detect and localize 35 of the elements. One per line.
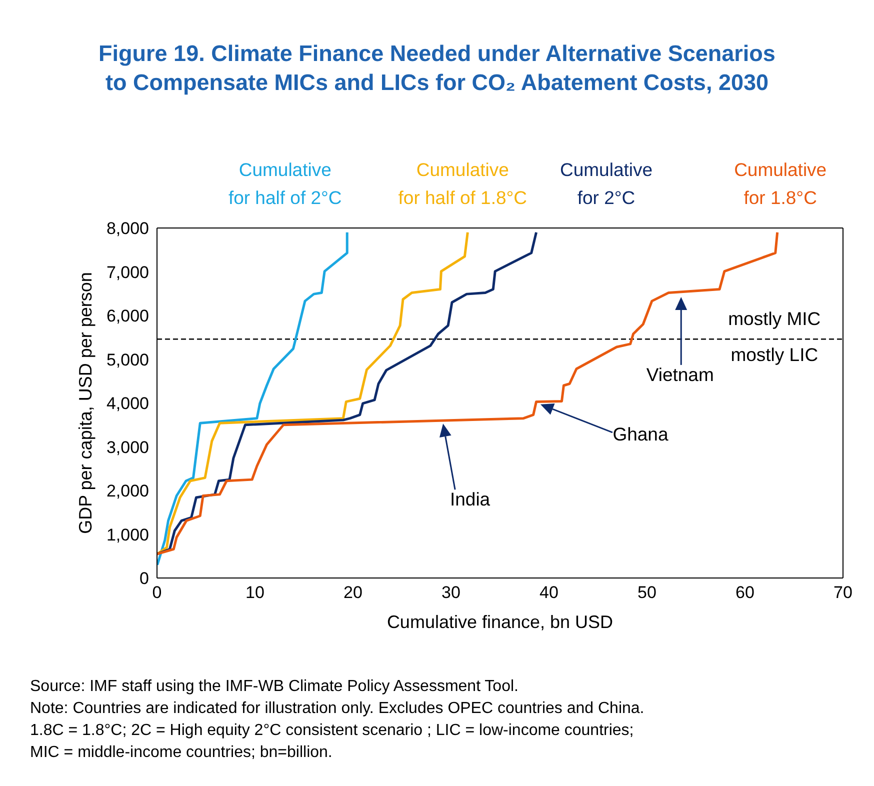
y-tick-label: 6,000 — [106, 306, 149, 326]
chart-title: Figure 19. Climate Finance Needed under Alternative Scenarios to Compensate MICs and LICs for CO₂ Abatement Costs, 2030 — [98, 40, 776, 97]
series-label: Cumulative for half of 2°C — [228, 159, 342, 208]
x-tick-label: 10 — [246, 583, 264, 602]
series-label: Cumulative for 2°C — [560, 159, 653, 208]
y-tick-label: 1,000 — [106, 525, 149, 544]
annotation: Vietnam — [646, 364, 714, 385]
text: Cumulative for 1.8°C — [734, 159, 827, 208]
text: Cumulative for half of 1.8°C — [398, 159, 528, 208]
y-tick-label: 4,000 — [106, 394, 149, 414]
annotation: Ghana — [612, 423, 669, 444]
x-tick-label: 20 — [344, 583, 362, 602]
line-series — [157, 231, 348, 566]
x-tick-label: 60 — [736, 583, 754, 602]
annotation: mostly MIC — [728, 308, 821, 330]
y-tick-label: 0 — [140, 569, 149, 588]
annotation: mostly LIC — [730, 344, 818, 366]
annotation: India — [450, 488, 491, 510]
y-tick-label: 5,000 — [106, 350, 149, 370]
text: MIC = middle-income countries; bn=billion. — [30, 743, 334, 763]
x-tick-label: 50 — [638, 583, 656, 602]
y-tick-label: 2,000 — [106, 482, 149, 501]
y-tick-label: 8,000 — [106, 219, 149, 238]
y-tick-label: 3,000 — [106, 438, 149, 457]
text: Note: Countries are indicated for illustration only. Excludes OPEC countries and China. — [30, 699, 646, 719]
y-axis-title: GDP per capita, USD per person — [75, 272, 96, 534]
x-tick-label: 70 — [834, 583, 852, 602]
line-series — [157, 231, 538, 556]
x-tick-label: 30 — [442, 583, 460, 602]
source-note: Source: IMF staff using the IMF-WB Climate Policy Assessment Tool. — [30, 677, 520, 697]
text: 1.8C = 1.8°C; 2C = High equity 2°C consistent scenario ; LIC = low-income countries; — [30, 721, 635, 741]
x-axis-title: Cumulative finance, bn USD — [386, 612, 614, 632]
y-tick-label: 7,000 — [106, 262, 149, 282]
x-tick-label: 40 — [540, 583, 558, 602]
x-tick-label: 0 — [152, 583, 162, 602]
